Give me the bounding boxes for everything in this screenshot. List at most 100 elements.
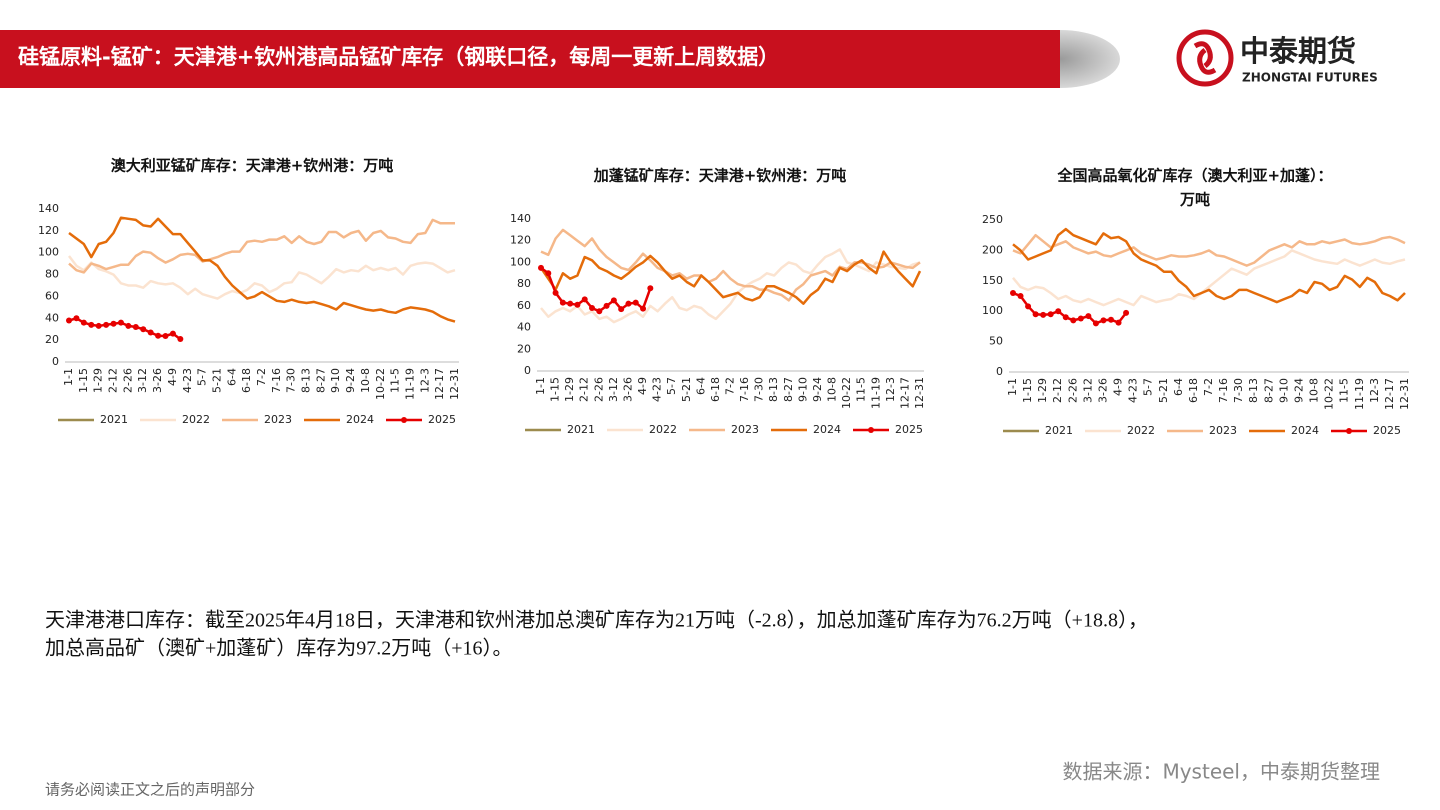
point <box>1055 308 1062 315</box>
x-tick-label: 1-1 <box>534 377 547 395</box>
series-line <box>68 317 182 341</box>
y-tick-label: 80 <box>517 277 531 290</box>
point <box>596 308 603 315</box>
x-tick-label: 2-26 <box>592 377 605 402</box>
point <box>162 332 169 339</box>
point <box>66 317 72 324</box>
point <box>552 289 559 296</box>
x-tick-label: 12-17 <box>1383 378 1396 410</box>
point <box>545 270 552 277</box>
x-tick-label: 2-12 <box>578 377 591 402</box>
x-tick-label: 3-26 <box>621 377 634 402</box>
y-tick-label: 0 <box>52 355 59 368</box>
x-tick-label: 10-8 <box>1308 378 1321 403</box>
x-tick-label: 4-9 <box>636 377 649 395</box>
series-line <box>540 248 921 324</box>
x-tick-label: 4-9 <box>166 368 179 386</box>
x-tick-label: 11-5 <box>1338 378 1351 403</box>
x-tick-label: 4-23 <box>181 368 194 393</box>
source: 数据来源：Mysteel，中泰期货整理 <box>1062 760 1380 784</box>
x-tick-label: 12-3 <box>884 377 897 402</box>
x-tick-label: 11-19 <box>403 368 416 400</box>
x-tick-label: 7-30 <box>285 368 298 393</box>
point <box>117 319 124 326</box>
x-tick-label: 12-17 <box>898 377 911 409</box>
x-tick-label: 8-27 <box>1262 378 1275 403</box>
point <box>1100 317 1107 324</box>
x-tick-label: 8-27 <box>782 377 795 402</box>
point <box>177 336 184 343</box>
legend-label: 2023 <box>1209 424 1237 437</box>
point <box>1040 311 1047 318</box>
x-tick-label: 5-21 <box>1157 378 1170 403</box>
x-tick-label: 9-24 <box>344 368 357 393</box>
y-tick-label: 20 <box>45 333 59 346</box>
x-tick-label: 9-24 <box>811 377 824 402</box>
x-tick-label: 12-17 <box>433 368 446 400</box>
point <box>625 300 632 307</box>
y-tick-label: 200 <box>982 243 1003 256</box>
x-tick-label: 7-2 <box>255 368 268 386</box>
y-tick-label: 140 <box>510 212 531 225</box>
point <box>73 315 80 322</box>
x-tick-label: 7-30 <box>753 377 766 402</box>
logo-mark <box>1193 41 1217 75</box>
point <box>589 305 596 312</box>
point <box>1077 315 1084 322</box>
point <box>1085 313 1092 320</box>
chart: 澳大利亚锰矿库存：天津港+钦州港：万吨 0 20 40 60 80 100 120 140 1-1… <box>38 157 461 427</box>
x-tick-label: 3-12 <box>1081 378 1094 403</box>
point <box>603 302 610 309</box>
legend-label: 2025 <box>428 413 456 426</box>
x-tick-label: 2-26 <box>121 368 134 393</box>
x-tick-label: 6-4 <box>694 377 707 395</box>
footer-note: 请务必阅读正文之后的声明部分 <box>45 781 255 799</box>
x-tick-label: 8-13 <box>767 377 780 402</box>
legend-marker <box>868 427 874 433</box>
series-line <box>1012 233 1406 267</box>
logo-ring <box>1176 29 1234 87</box>
x-tick-label: 12-3 <box>1368 378 1381 403</box>
y-tick-label: 140 <box>38 202 59 215</box>
y-tick-label: 250 <box>982 213 1003 226</box>
x-tick-label: 1-15 <box>549 377 562 402</box>
point <box>1070 317 1077 324</box>
x-tick-label: 9-10 <box>796 377 809 402</box>
point <box>88 321 95 328</box>
point <box>95 322 102 329</box>
series-line <box>68 255 456 300</box>
legend-label: 2022 <box>1127 424 1155 437</box>
x-tick-label: 11-19 <box>869 377 882 409</box>
x-tick-label: 12-31 <box>913 377 926 409</box>
x-tick-label: 10-8 <box>359 368 372 393</box>
x-tick-label: 4-23 <box>651 377 664 402</box>
point <box>1108 316 1114 323</box>
y-tick-label: 60 <box>517 299 531 312</box>
y-tick-label: 100 <box>38 246 59 259</box>
x-tick-label: 1-29 <box>563 377 576 402</box>
legend-label: 2024 <box>1291 424 1319 437</box>
x-tick-label: 9-24 <box>1292 378 1305 403</box>
x-tick-label: 5-21 <box>210 368 223 393</box>
point <box>103 321 110 328</box>
series-line <box>68 218 455 274</box>
legend-label: 2021 <box>100 413 128 426</box>
x-tick-label: 6-4 <box>1172 378 1185 396</box>
x-tick-label: 6-4 <box>225 368 238 386</box>
x-tick-label: 7-16 <box>738 377 751 402</box>
point <box>1017 293 1024 299</box>
x-tick-label: 10-8 <box>826 377 839 402</box>
x-tick-label: 1-29 <box>1036 378 1049 403</box>
x-tick-label: 10-22 <box>840 377 853 409</box>
x-tick-label: 1-15 <box>77 368 90 393</box>
legend-label: 2024 <box>346 413 374 426</box>
point <box>618 306 625 313</box>
point <box>1025 303 1032 310</box>
x-tick-label: 4-9 <box>1112 378 1125 396</box>
chart-title: 加蓬锰矿库存：天津港+钦州港：万吨 <box>593 167 847 185</box>
point <box>567 300 574 307</box>
x-tick-label: 6-18 <box>709 377 722 402</box>
x-tick-label: 11-5 <box>389 368 402 393</box>
